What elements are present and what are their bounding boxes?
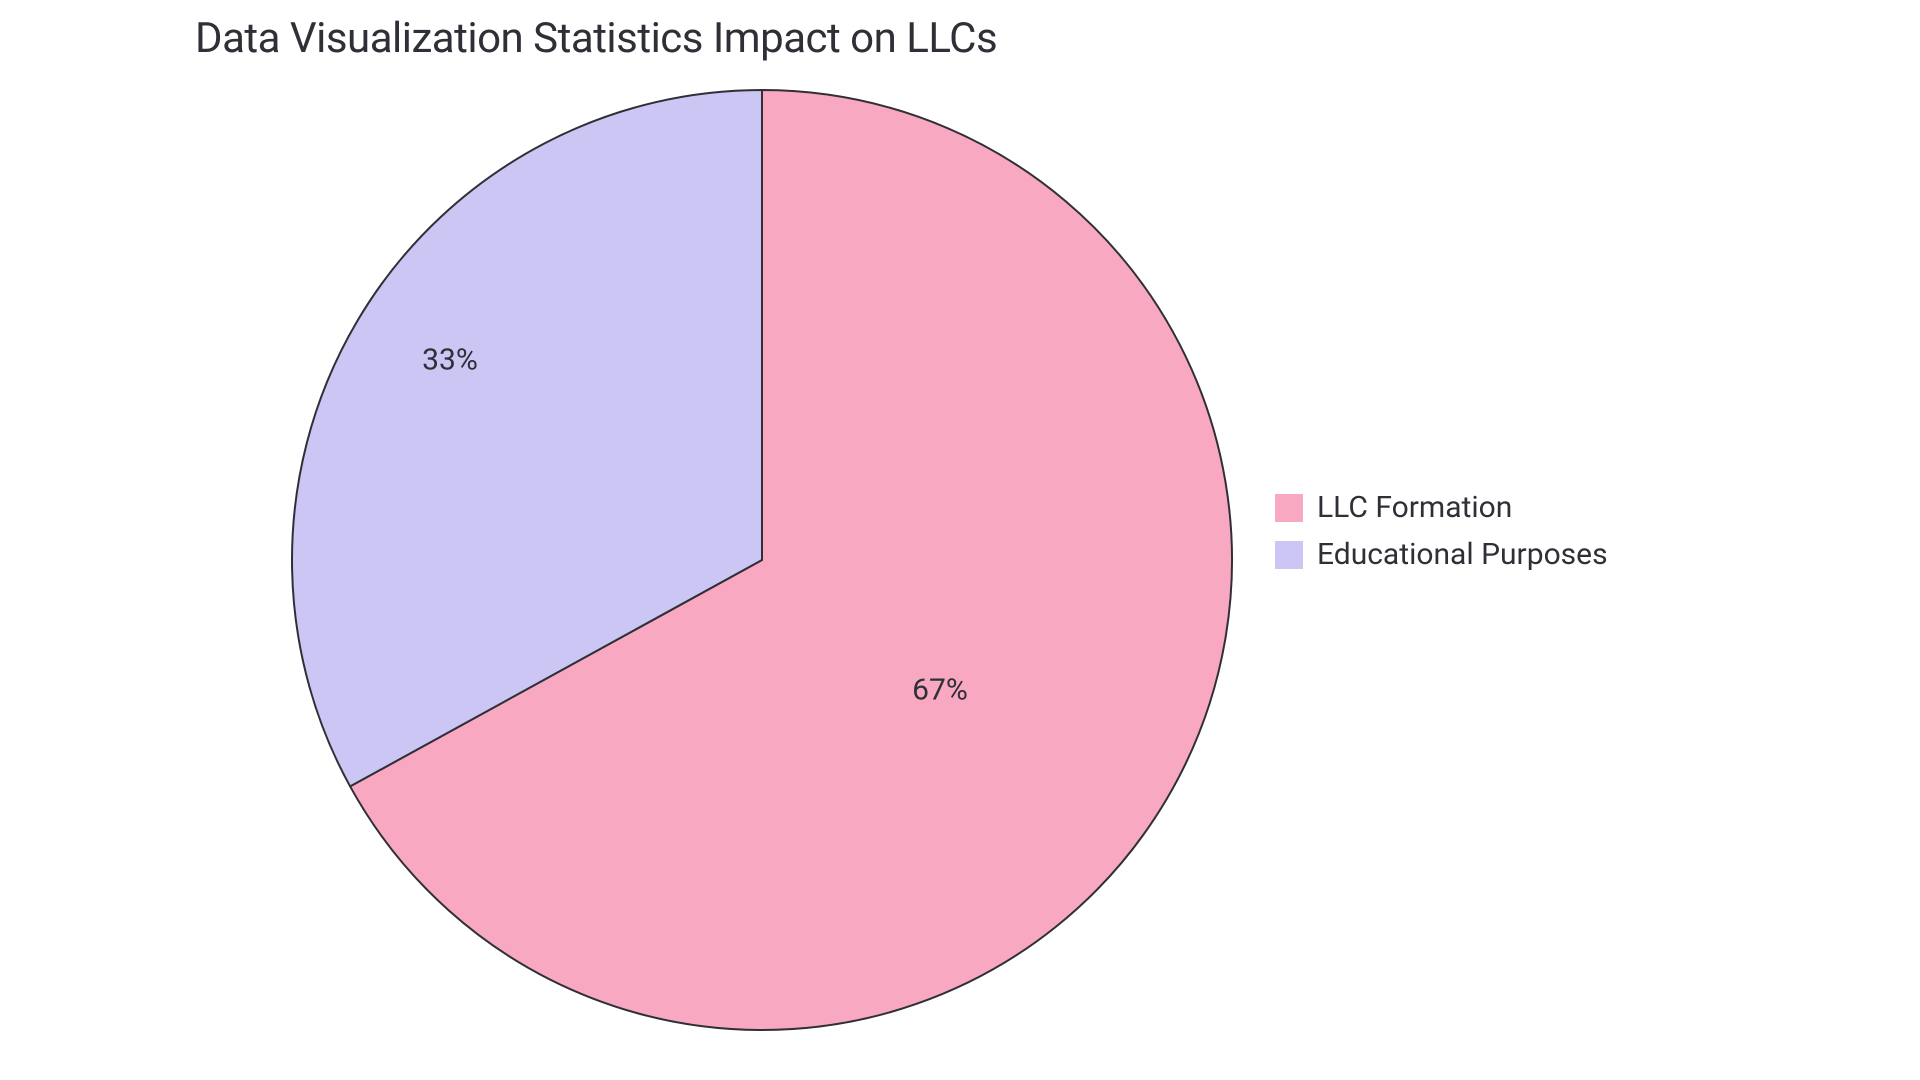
legend-swatch-0	[1275, 494, 1303, 522]
slice-label-0: 67%	[912, 673, 968, 708]
legend-label-1: Educational Purposes	[1317, 537, 1608, 572]
chart-container: Data Visualization Statistics Impact on …	[0, 0, 1920, 1080]
pie-chart	[288, 86, 1236, 1038]
legend-item-1: Educational Purposes	[1275, 537, 1608, 572]
pie-svg	[288, 86, 1236, 1034]
legend-label-0: LLC Formation	[1317, 490, 1512, 525]
legend-item-0: LLC Formation	[1275, 490, 1608, 525]
legend: LLC Formation Educational Purposes	[1275, 490, 1608, 572]
slice-label-1: 33%	[422, 343, 478, 378]
chart-title: Data Visualization Statistics Impact on …	[195, 14, 997, 63]
legend-swatch-1	[1275, 541, 1303, 569]
